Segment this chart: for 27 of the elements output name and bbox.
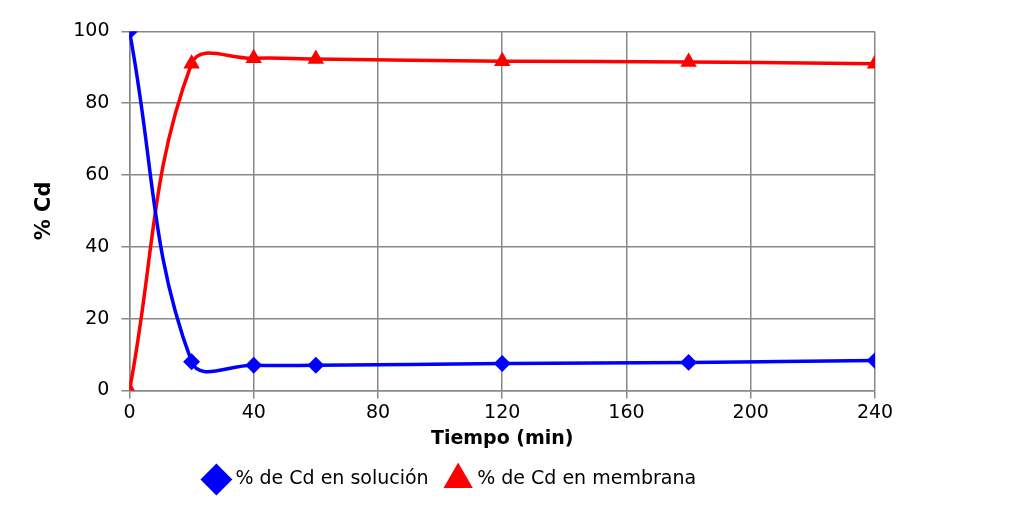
- point: [681, 54, 696, 67]
- point: [246, 50, 261, 64]
- x-axis-title: Tiempo (min): [430, 425, 574, 448]
- legend-label: % de Cd en solución: [235, 466, 429, 489]
- x-tick-label: 80: [365, 399, 391, 422]
- point: [680, 354, 697, 371]
- x-tick-label: 0: [123, 399, 136, 422]
- x-tick-label: 160: [608, 399, 645, 422]
- x-tick-label: 200: [732, 399, 769, 422]
- y-tick-label: 80: [85, 90, 110, 113]
- point: [308, 51, 323, 64]
- point: [245, 357, 262, 374]
- point: [495, 53, 510, 66]
- legend-label: % de Cd en membrana: [477, 466, 697, 489]
- y-tick-label: 40: [85, 233, 110, 256]
- point: [494, 355, 510, 372]
- y-tick-label: 20: [85, 305, 110, 328]
- y-tick-label: 0: [97, 377, 110, 400]
- y-axis-title: % Cd: [31, 181, 56, 241]
- point: [308, 357, 324, 374]
- point: [183, 353, 200, 370]
- x-tick-label: 120: [484, 399, 521, 422]
- point: [184, 55, 199, 69]
- y-tick-label: 100: [73, 18, 110, 41]
- x-tick-label: 240: [856, 399, 894, 422]
- y-tick-label: 60: [85, 161, 110, 184]
- x-tick-label: 40: [241, 399, 266, 422]
